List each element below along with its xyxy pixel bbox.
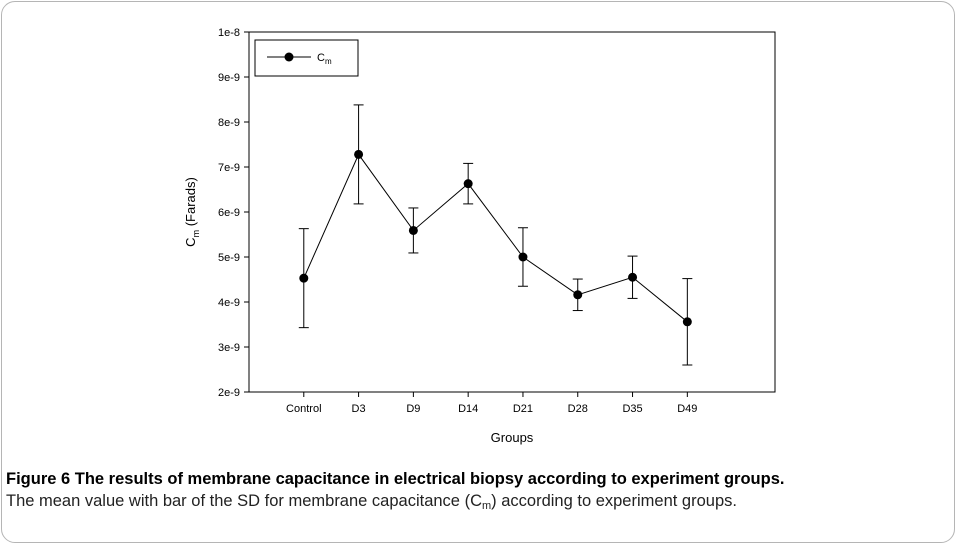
caption-title: Figure 6 The results of membrane capacit… — [6, 470, 785, 488]
x-tick-label: D14 — [458, 403, 478, 415]
data-point — [463, 179, 473, 189]
x-axis-label: Groups — [491, 430, 534, 445]
data-point — [682, 317, 692, 327]
y-axis-label: Cm (Farads) — [183, 177, 201, 247]
chart: Cm (Farads) Groups 2e-9 3e-9 4e-9 5e-9 6e-9 7… — [183, 27, 776, 445]
data-point — [518, 252, 528, 262]
y-tick-label: 7e-9 — [218, 162, 240, 174]
series-line — [303, 153, 688, 323]
caption-text-sub: m — [481, 500, 492, 512]
plot-frame — [248, 31, 776, 393]
y-tick-label: 4e-9 — [218, 297, 240, 309]
y-tick-label: 8e-9 — [218, 117, 240, 129]
legend-box — [254, 39, 359, 77]
caption-text: The mean value with bar of the SD for me… — [6, 492, 737, 512]
caption: Figure 6 The results of membrane capacit… — [6, 468, 952, 512]
y-axis-label-rest: (Farads) — [183, 177, 198, 230]
data-point — [628, 272, 638, 282]
legend-label-main: C — [317, 52, 325, 64]
x-tick-label: D28 — [568, 403, 588, 415]
data-point — [408, 225, 418, 235]
legend-marker — [284, 52, 294, 62]
y-tick-label: 2e-9 — [218, 387, 240, 399]
x-tick-label: D35 — [622, 403, 642, 415]
x-tick-label: D21 — [513, 403, 533, 415]
legend-label-sub: m — [325, 57, 332, 66]
data-point — [573, 290, 583, 300]
caption-text-a: The mean value with bar of the SD for me… — [6, 492, 482, 510]
legend-label: Cm — [317, 52, 332, 66]
y-tick-label: 6e-9 — [218, 207, 240, 219]
x-tick-label: Control — [286, 403, 321, 415]
data-point — [354, 149, 364, 159]
x-tick-label: D49 — [677, 403, 697, 415]
y-axis-label-sub: m — [191, 230, 201, 238]
y-tick-label: 3e-9 — [218, 342, 240, 354]
caption-text-b: ) according to experiment groups. — [491, 492, 737, 510]
x-tick-label: D3 — [352, 403, 366, 415]
y-axis-label-main: C — [183, 237, 198, 246]
y-tick-label: 1e-8 — [218, 27, 240, 39]
y-tick-label: 5e-9 — [218, 252, 240, 264]
data-point — [299, 273, 309, 283]
x-tick-label: D9 — [406, 403, 420, 415]
y-tick-label: 9e-9 — [218, 72, 240, 84]
